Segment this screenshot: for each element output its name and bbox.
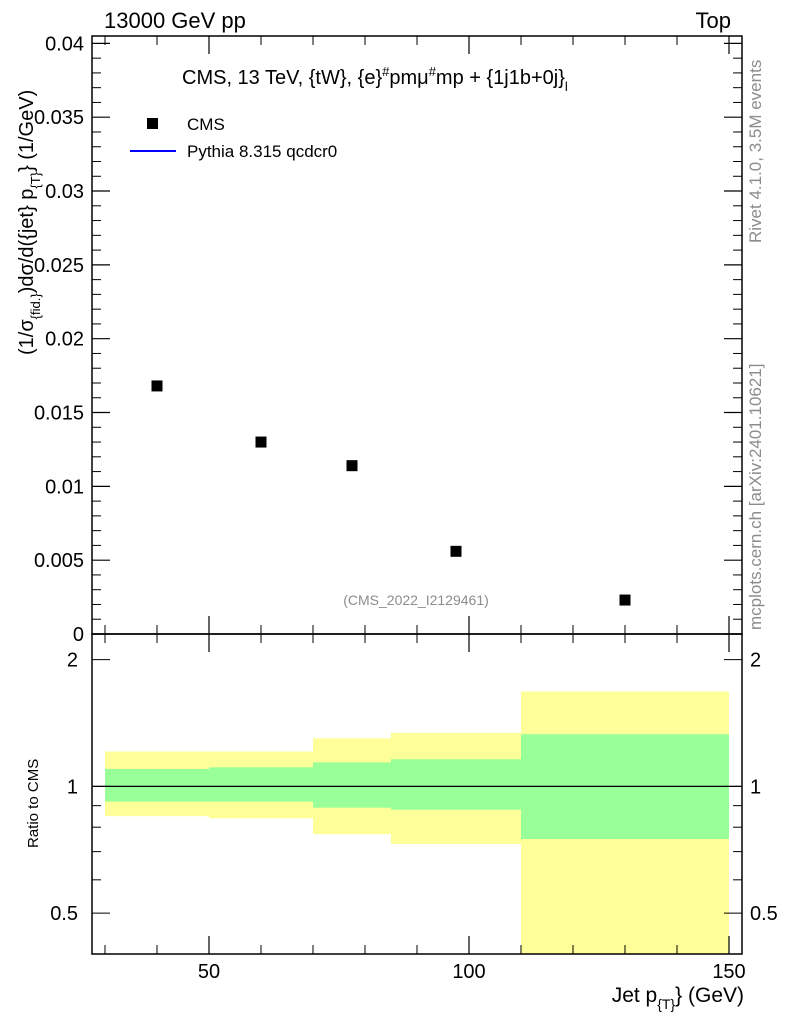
ratio-ytick-labels: 0.5 0.5 1 1 2 2 <box>50 650 778 926</box>
legend: CMS Pythia 8.315 qcdcr0 <box>130 115 337 161</box>
category-label: Top <box>696 8 731 33</box>
energy-label: 13000 GeV pp <box>104 8 246 33</box>
main-ytick-label: 0.005 <box>34 550 84 572</box>
main-ytick-label: 0.02 <box>45 329 84 351</box>
main-ylabel: (1/σ{fid.})dσ/d({jet} p{T}} (1/GeV) <box>16 90 43 355</box>
main-ytick-label: 0 <box>73 624 84 646</box>
ratio-stat-band-2 <box>313 762 391 808</box>
xlabel-part2: } (GeV) <box>675 984 744 1007</box>
legend-cms-label: CMS <box>187 115 225 134</box>
chart-title: CMS, 13 TeV, {tW}, {e}#pmμ#mp + {1j1b+0j… <box>182 64 568 94</box>
main-ytick-label: 0.04 <box>45 33 84 55</box>
legend-pythia-label: Pythia 8.315 qcdcr0 <box>187 142 337 161</box>
xtick-label: 50 <box>198 961 220 983</box>
main-ytick-labels: 0 0.005 0.01 0.015 0.02 0.025 0.03 0.035 0.04 <box>34 33 84 646</box>
ratio-ytick-label: 2 <box>67 650 78 672</box>
xtick-labels: 50 100 150 <box>198 961 746 983</box>
xlabel: Jet p{T}} (GeV) <box>612 984 744 1012</box>
xtick-label: 100 <box>452 961 485 983</box>
xtick-label: 150 <box>712 961 745 983</box>
ratio-axis-ticks <box>92 659 742 955</box>
legend-cms-marker <box>147 118 158 129</box>
ylabel-part2: )dσ/d({jet} p <box>16 189 38 294</box>
ylabel-part1: (1/σ <box>16 319 38 355</box>
cms-data-points <box>151 380 631 606</box>
ratio-ytick-label-right: 2 <box>750 650 761 672</box>
title-end: mp + {1j1b+0j} <box>436 67 565 89</box>
title-sup1: # <box>382 64 390 79</box>
ratio-bands <box>105 691 729 954</box>
mcplots-label: mcplots.cern.ch [arXiv:2401.10621] <box>746 364 765 630</box>
ratio-stat-band-1 <box>209 767 313 802</box>
ratio-stat-band-3 <box>391 759 521 810</box>
main-axis-ticks <box>92 36 742 954</box>
ratio-ylabel: Ratio to CMS <box>25 759 42 848</box>
title-mid: pmμ <box>389 67 428 89</box>
main-ytick-label: 0.035 <box>34 107 84 129</box>
ratio-ytick-label-right: 1 <box>750 776 761 798</box>
cms-data-point <box>255 436 267 448</box>
xlabel-sub: {T} <box>657 996 675 1012</box>
ylabel-sub2: {T} <box>28 171 43 188</box>
rivet-label: Rivet 4.1.0, 3.5M events <box>746 60 765 243</box>
cms-data-point <box>450 545 462 557</box>
cms-data-point <box>346 460 358 472</box>
main-ytick-label: 0.025 <box>34 255 84 277</box>
main-ytick-label: 0.015 <box>34 403 84 425</box>
cms-data-point <box>151 380 163 392</box>
ratio-stat-band-0 <box>105 768 209 802</box>
cms-data-point <box>619 594 631 606</box>
main-ytick-label: 0.01 <box>45 476 84 498</box>
title-sup2: # <box>429 64 437 79</box>
title-sub: l <box>565 79 568 94</box>
ratio-ytick-label: 0.5 <box>50 903 78 925</box>
title-main: CMS, 13 TeV, {tW}, {e} <box>182 67 382 89</box>
xlabel-part1: Jet p <box>612 984 658 1007</box>
main-ytick-label: 0.03 <box>45 181 84 203</box>
analysis-id: (CMS_2022_I2129461) <box>343 592 489 608</box>
ratio-ytick-label-right: 0.5 <box>750 903 778 925</box>
ratio-ytick-label: 1 <box>67 776 78 798</box>
ylabel-part3: } (1/GeV) <box>16 90 38 172</box>
ylabel-sub1: {fid.} <box>28 293 43 320</box>
